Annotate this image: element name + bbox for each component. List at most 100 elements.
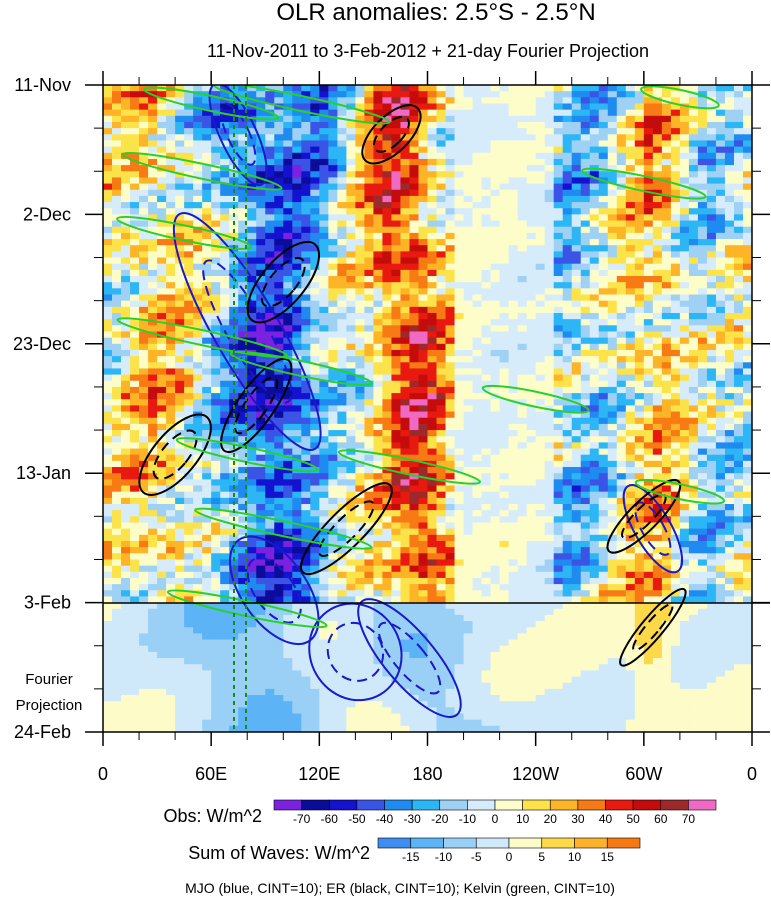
heatmap-cell [544,386,555,394]
heatmap-cell [472,282,483,289]
heatmap-cell [319,442,329,450]
heatmap-cell [337,251,347,259]
heatmap-cell [616,399,627,407]
heatmap-cell [688,239,699,246]
heatmap-cell [481,115,492,123]
heatmap-cell [589,362,600,370]
heatmap-cell [436,491,447,499]
heatmap-cell [508,343,519,351]
heatmap-cell [355,343,365,351]
heatmap-cell [157,485,167,493]
heatmap-cell [121,103,131,111]
heatmap-cell [319,349,329,357]
heatmap-cell [382,103,393,111]
heatmap-cell [382,300,393,308]
heatmap-cell [499,393,510,400]
heatmap-cell [148,442,158,450]
heatmap-cell [139,349,149,357]
heatmap-cell [337,479,347,487]
heatmap-cell [607,177,618,185]
heatmap-cell [625,448,636,456]
heatmap-cell [130,288,140,296]
heatmap-cell [454,337,465,345]
heatmap-cell [733,183,744,191]
heatmap-cell [679,423,690,431]
heatmap-cell [409,460,420,468]
heatmap-cell [238,195,248,203]
heatmap-cell [589,312,600,320]
heatmap-cell [454,177,465,185]
heatmap-cell [436,134,447,142]
heatmap-cell [184,368,194,376]
heatmap-cell [508,306,519,314]
heatmap-cell [148,349,158,357]
heatmap-cell [571,128,582,135]
heatmap-cell [652,331,663,339]
heatmap-cell [526,220,537,228]
heatmap-cell [265,479,275,487]
heatmap-cell [499,269,510,277]
heatmap-cell [175,312,185,320]
heatmap-cell [616,257,627,265]
heatmap-cell [526,288,537,296]
heatmap-cell [697,282,708,289]
heatmap-cell [184,288,194,296]
heatmap-cell [193,282,203,289]
heatmap-cell [373,491,384,499]
heatmap-cell [715,368,726,376]
heatmap-cell [679,436,690,443]
heatmap-cell [337,158,347,166]
heatmap-cell [652,146,663,154]
heatmap-cell [517,171,528,179]
heatmap-cell [715,442,726,450]
heatmap-cell [499,362,510,370]
heatmap-cell [247,485,257,493]
heatmap-cell [589,294,600,302]
heatmap-cell [400,460,411,468]
heatmap-cell [139,177,149,185]
heatmap-cell [598,312,609,320]
heatmap-cell [400,152,411,160]
heatmap-cell [526,251,537,259]
heatmap-cell [652,479,663,487]
heatmap-cell [625,491,636,499]
heatmap-cell [166,491,176,499]
heatmap-cell [697,202,708,209]
heatmap-cell [580,417,591,425]
heatmap-cell [229,239,239,246]
heatmap-cell [130,189,140,197]
heatmap-cell [319,171,329,179]
heatmap-cell [382,319,393,326]
heatmap-cell [319,103,329,111]
heatmap-cell [571,343,582,351]
heatmap-cell [436,356,447,363]
heatmap-cell [337,411,347,419]
heatmap-cell [445,368,456,376]
heatmap-cell [445,411,456,419]
heatmap-cell [382,282,393,289]
heatmap-cell [346,393,356,400]
heatmap-cell [571,393,582,400]
heatmap-cell [463,442,474,450]
heatmap-cell [265,510,275,517]
heatmap-cell [454,405,465,413]
heatmap-cell [688,109,699,117]
heatmap-cell [589,158,600,166]
heatmap-cell [292,103,302,111]
heatmap-cell [445,374,456,382]
heatmap-cell [121,121,131,129]
heatmap-cell [148,436,158,443]
heatmap-cell [139,115,149,123]
heatmap-cell [409,479,420,487]
heatmap-cell [292,349,302,357]
heatmap-cell [490,226,501,234]
heatmap-cell [553,362,564,370]
heatmap-cell [130,115,140,123]
heatmap-cell [121,158,131,166]
heatmap-cell [652,343,663,351]
heatmap-cell [499,276,510,283]
heatmap-cell [454,467,465,474]
heatmap-cell [166,436,176,443]
heatmap-cell [679,337,690,345]
heatmap-cell [499,430,510,437]
